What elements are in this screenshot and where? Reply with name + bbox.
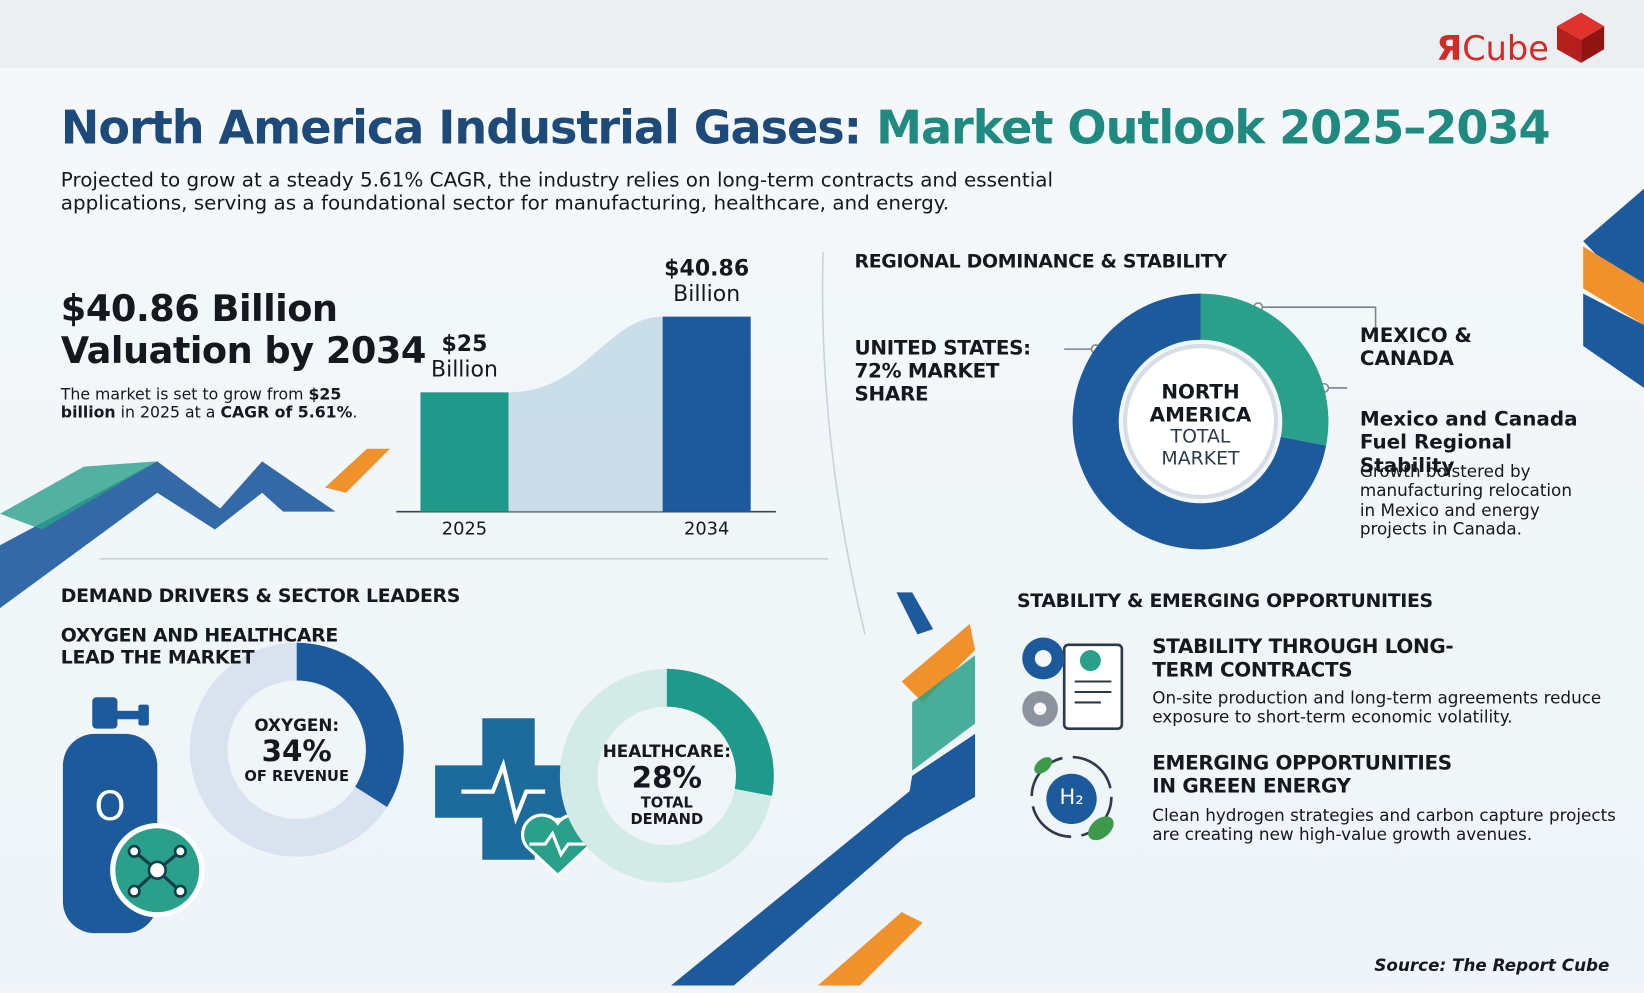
logo-name: Cube xyxy=(1462,28,1549,69)
donut-value-label: 34% xyxy=(261,733,332,769)
bar-value-label: $40.86 Billion xyxy=(664,255,750,307)
x-tick-label: 2025 xyxy=(441,518,488,540)
item-text: On-site production and long-term agreeme… xyxy=(1152,687,1602,727)
title-main: North America Industrial Gases: xyxy=(60,101,862,156)
source: Source: The Report Cube xyxy=(1374,955,1610,976)
donut-segment xyxy=(666,668,774,796)
icon-label: H₂ xyxy=(1059,784,1084,810)
donut-label: OXYGEN: xyxy=(254,715,340,735)
subtitle: Projected to grow at a steady 5.61% CAGR… xyxy=(60,168,1054,215)
chart-marks xyxy=(189,293,1329,883)
growth-area xyxy=(508,316,663,512)
donut-segment xyxy=(1200,293,1329,446)
note-text: Growth bolstered by manufacturing reloca… xyxy=(1359,461,1572,540)
bar xyxy=(662,316,751,512)
x-tick-label: 2034 xyxy=(683,518,730,540)
drivers-subheading: OXYGEN AND HEALTHCARE LEAD THE MARKET xyxy=(60,624,338,669)
valuation-headline: $40.86 Billion Valuation by 2034 xyxy=(60,288,427,373)
logo: ЯCube xyxy=(1436,29,1548,68)
item-title: STABILITY THROUGH LONG-TERM CONTRACTS xyxy=(1152,635,1454,682)
text: $25 billion xyxy=(60,384,342,422)
category-label: UNITED STATES: 72% MARKET SHARE xyxy=(854,336,1032,406)
bar-value-label: $25 Billion xyxy=(430,331,498,382)
donut-caption: OF REVENUE xyxy=(244,768,349,786)
note-title: Mexico and Canada Fuel Regional Stabilit… xyxy=(1359,407,1578,477)
donut-value-label: 28% xyxy=(631,760,702,795)
text: . xyxy=(352,402,358,422)
donut-center-title: NORTH AMERICA xyxy=(1149,380,1252,427)
donut-caption: TOTAL DEMAND xyxy=(630,794,704,829)
opportunities-heading: STABILITY & EMERGING OPPORTUNITIES xyxy=(1017,590,1433,613)
oxygen-tank-icon xyxy=(62,697,205,934)
donut-segment xyxy=(296,642,404,807)
title-accent: Market Outlook 2025–2034 xyxy=(876,101,1550,156)
text: in 2025 at a xyxy=(115,402,221,422)
title: North America Industrial Gases: Market O… xyxy=(60,101,1551,156)
bar xyxy=(420,392,509,512)
hydrogen-icon xyxy=(1030,755,1114,841)
valuation-text: The market is set to grow from $25 billi… xyxy=(60,384,376,422)
donut-label: HEALTHCARE: xyxy=(602,741,731,762)
category-label: MEXICO & CANADA xyxy=(1359,323,1472,370)
text: The market is set to grow from xyxy=(60,384,309,404)
logo-mark: Я xyxy=(1436,28,1463,69)
item-text: Clean hydrogen strategies and carbon cap… xyxy=(1152,805,1616,845)
contract-icon xyxy=(1022,637,1124,730)
item-title: EMERGING OPPORTUNITIES IN GREEN ENERGY xyxy=(1152,751,1452,798)
tank-label: O xyxy=(94,783,126,830)
donut-center xyxy=(1122,343,1279,500)
text: CAGR of 5.61% xyxy=(220,402,353,422)
donut-center-sub: TOTAL MARKET xyxy=(1161,425,1240,470)
logo-cube xyxy=(1556,12,1605,63)
regional-heading: REGIONAL DOMINANCE & STABILITY xyxy=(854,250,1228,273)
donut-segment xyxy=(1072,293,1327,550)
drivers-heading: DEMAND DRIVERS & SECTOR LEADERS xyxy=(60,585,461,608)
